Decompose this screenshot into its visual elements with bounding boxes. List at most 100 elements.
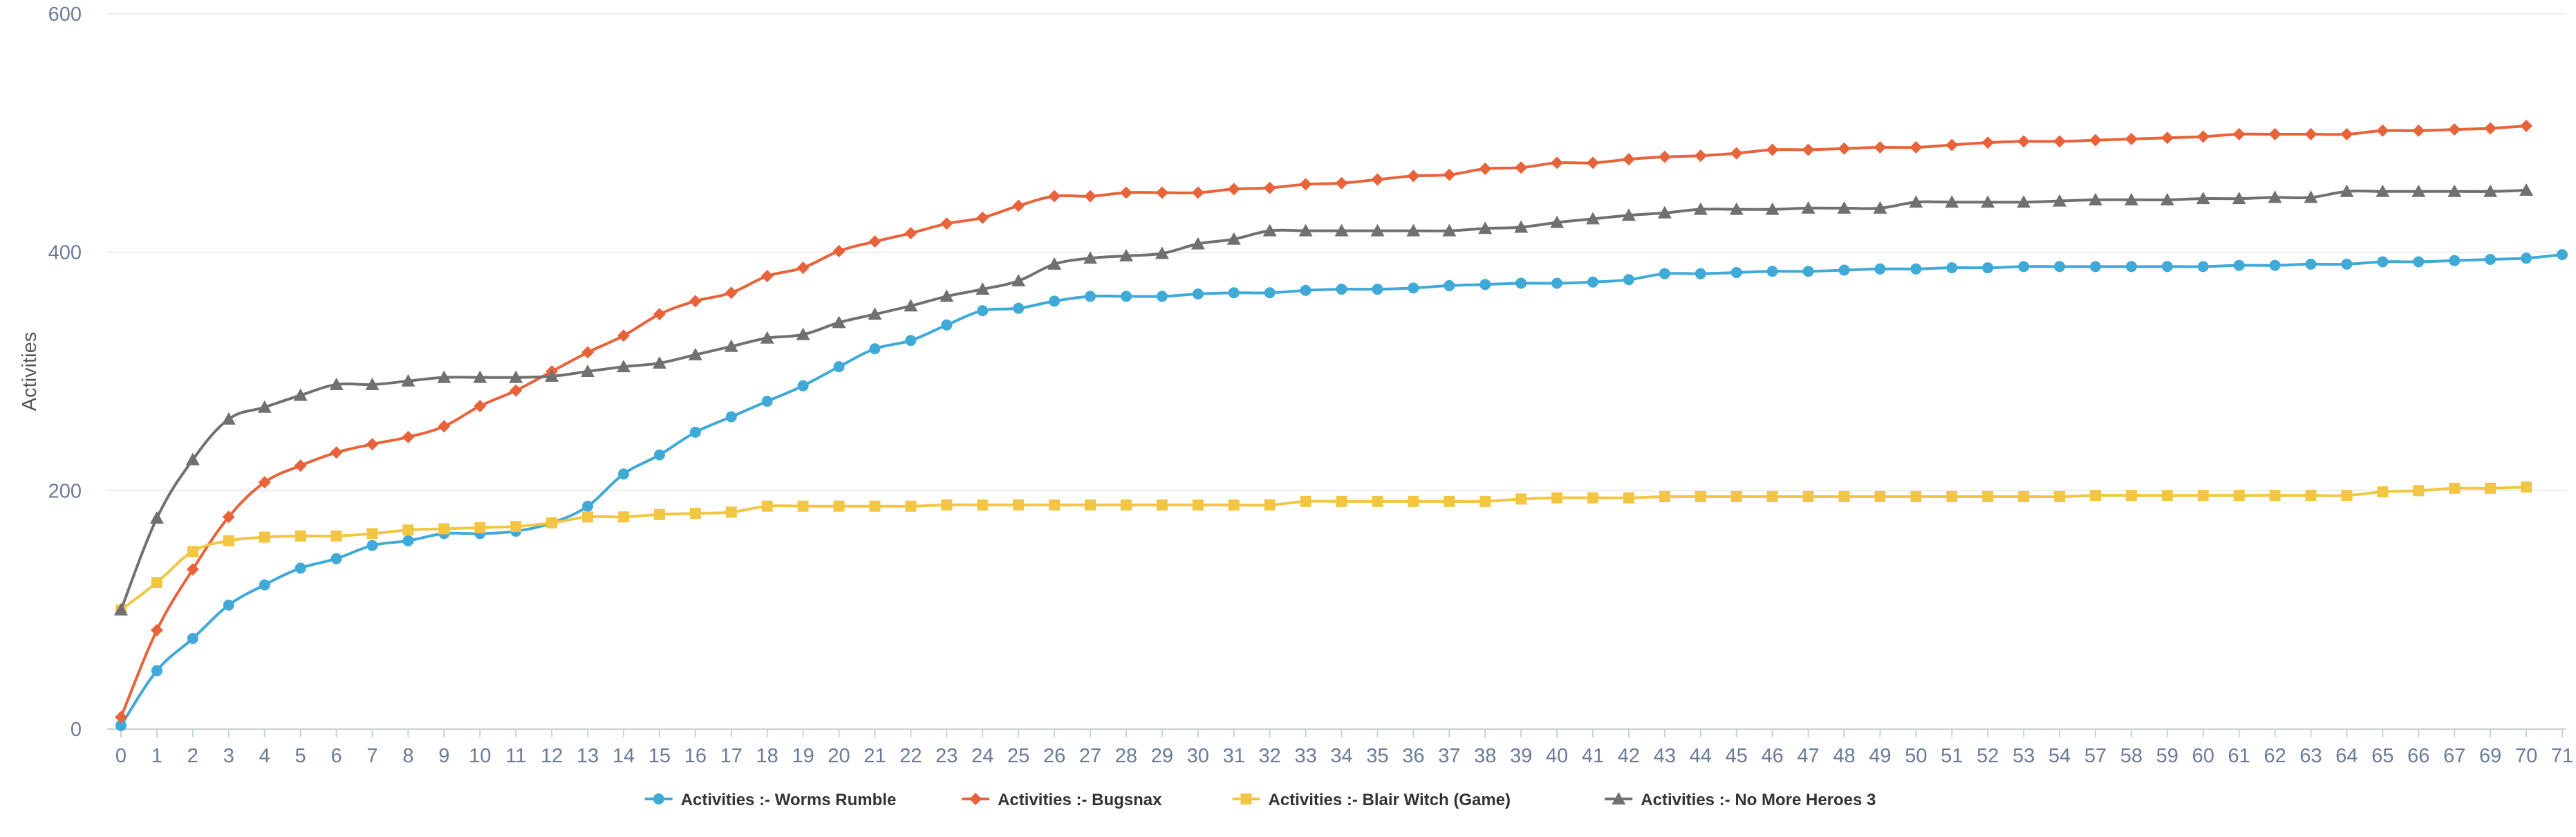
data-point xyxy=(2376,184,2390,197)
data-point xyxy=(1372,495,1383,507)
data-point xyxy=(474,522,486,533)
data-point xyxy=(330,446,343,459)
data-point xyxy=(653,508,665,520)
data-point xyxy=(1192,499,1204,511)
data-point xyxy=(1480,279,1491,291)
data-point xyxy=(151,577,162,589)
y-tick-label: 400 xyxy=(48,242,82,264)
data-point xyxy=(761,396,773,407)
data-point xyxy=(2160,131,2174,145)
data-point xyxy=(976,282,990,295)
data-point xyxy=(1085,499,1096,511)
data-point xyxy=(223,535,234,546)
data-point xyxy=(617,511,629,523)
x-tick-label: 38 xyxy=(1474,745,1496,767)
data-point xyxy=(1120,499,1132,511)
x-tick-label: 43 xyxy=(1654,745,1676,767)
x-tick-label: 51 xyxy=(1941,745,1963,767)
x-tick-label: 54 xyxy=(2048,745,2071,767)
data-point xyxy=(1264,499,1276,511)
legend-marker xyxy=(1612,792,1626,804)
legend-item[interactable]: Activities :- Bugsnax xyxy=(962,791,1162,809)
data-point xyxy=(1693,202,1708,215)
data-point xyxy=(2018,261,2030,273)
x-tick-label: 29 xyxy=(1151,745,1173,767)
x-tick-label: 70 xyxy=(2515,745,2537,767)
x-tick-label: 20 xyxy=(828,745,850,767)
data-point xyxy=(1191,237,1205,250)
data-point xyxy=(1585,212,1600,225)
x-tick-label: 1 xyxy=(151,745,162,767)
x-tick-label: 11 xyxy=(505,745,526,767)
data-point xyxy=(2411,184,2426,197)
data-point xyxy=(2305,258,2317,270)
data-point xyxy=(2017,195,2031,208)
data-point xyxy=(689,508,701,519)
data-point xyxy=(1083,251,1098,264)
x-tick-label: 71 xyxy=(2551,745,2573,767)
data-point xyxy=(546,517,558,528)
data-point xyxy=(509,370,523,383)
data-point xyxy=(977,305,989,317)
data-point xyxy=(2196,192,2210,205)
data-point xyxy=(1766,266,1778,277)
x-tick-label: 67 xyxy=(2443,745,2465,767)
data-point xyxy=(2449,255,2461,266)
data-point xyxy=(2161,261,2173,273)
legend-item[interactable]: Activities :- Blair Witch (Game) xyxy=(1232,791,1511,809)
data-point xyxy=(2089,261,2101,273)
x-tick-label: 58 xyxy=(2120,745,2143,767)
data-point xyxy=(1874,263,1886,275)
data-point xyxy=(832,244,846,257)
x-tick-label: 36 xyxy=(1402,745,1424,767)
data-point xyxy=(2233,259,2245,271)
data-point xyxy=(257,400,272,413)
data-point xyxy=(187,633,198,645)
data-point xyxy=(833,361,845,373)
data-point xyxy=(1838,264,1850,276)
data-point xyxy=(1659,268,1670,279)
data-point xyxy=(1047,257,1062,270)
data-point xyxy=(1155,186,1168,199)
x-tick-label: 13 xyxy=(577,745,599,767)
data-point xyxy=(221,412,236,425)
data-point xyxy=(1192,288,1204,300)
data-point xyxy=(2054,261,2066,273)
x-tick-label: 26 xyxy=(1043,745,1065,767)
data-point xyxy=(1155,246,1169,259)
data-point xyxy=(474,399,487,412)
x-tick-label: 19 xyxy=(792,745,814,767)
legend-label: Activities :- Worms Rumble xyxy=(681,791,897,809)
x-tick-label: 28 xyxy=(1115,745,1137,767)
data-point xyxy=(2268,128,2281,141)
data-point xyxy=(1551,277,1563,289)
data-point xyxy=(1444,495,1455,507)
data-point xyxy=(1227,183,1240,196)
x-tick-label: 27 xyxy=(1079,745,1101,767)
series-4 xyxy=(114,183,2534,616)
series-line xyxy=(120,189,2528,611)
legend-marker xyxy=(1240,793,1252,804)
x-tick-label: 44 xyxy=(1690,745,1712,767)
x-tick-label: 24 xyxy=(971,745,993,767)
data-point xyxy=(1442,223,1457,237)
data-point xyxy=(2413,256,2425,268)
data-point xyxy=(2018,490,2030,502)
data-point xyxy=(1657,205,1672,219)
data-point xyxy=(1408,495,1419,507)
data-point xyxy=(2341,490,2353,502)
data-point xyxy=(1695,490,1706,502)
data-point xyxy=(1945,138,1959,151)
data-point xyxy=(1478,221,1493,234)
data-point xyxy=(114,603,128,616)
data-point xyxy=(616,360,631,373)
data-point xyxy=(2413,485,2425,497)
legend-item[interactable]: Activities :- No More Heroes 3 xyxy=(1605,791,1876,809)
data-point xyxy=(222,511,235,524)
data-point xyxy=(2520,119,2533,132)
legend-item[interactable]: Activities :- Worms Rumble xyxy=(644,791,897,809)
data-point xyxy=(438,523,450,535)
data-point xyxy=(402,524,414,536)
x-tick-label: 52 xyxy=(1977,745,1999,767)
x-tick-label: 41 xyxy=(1582,745,1604,767)
